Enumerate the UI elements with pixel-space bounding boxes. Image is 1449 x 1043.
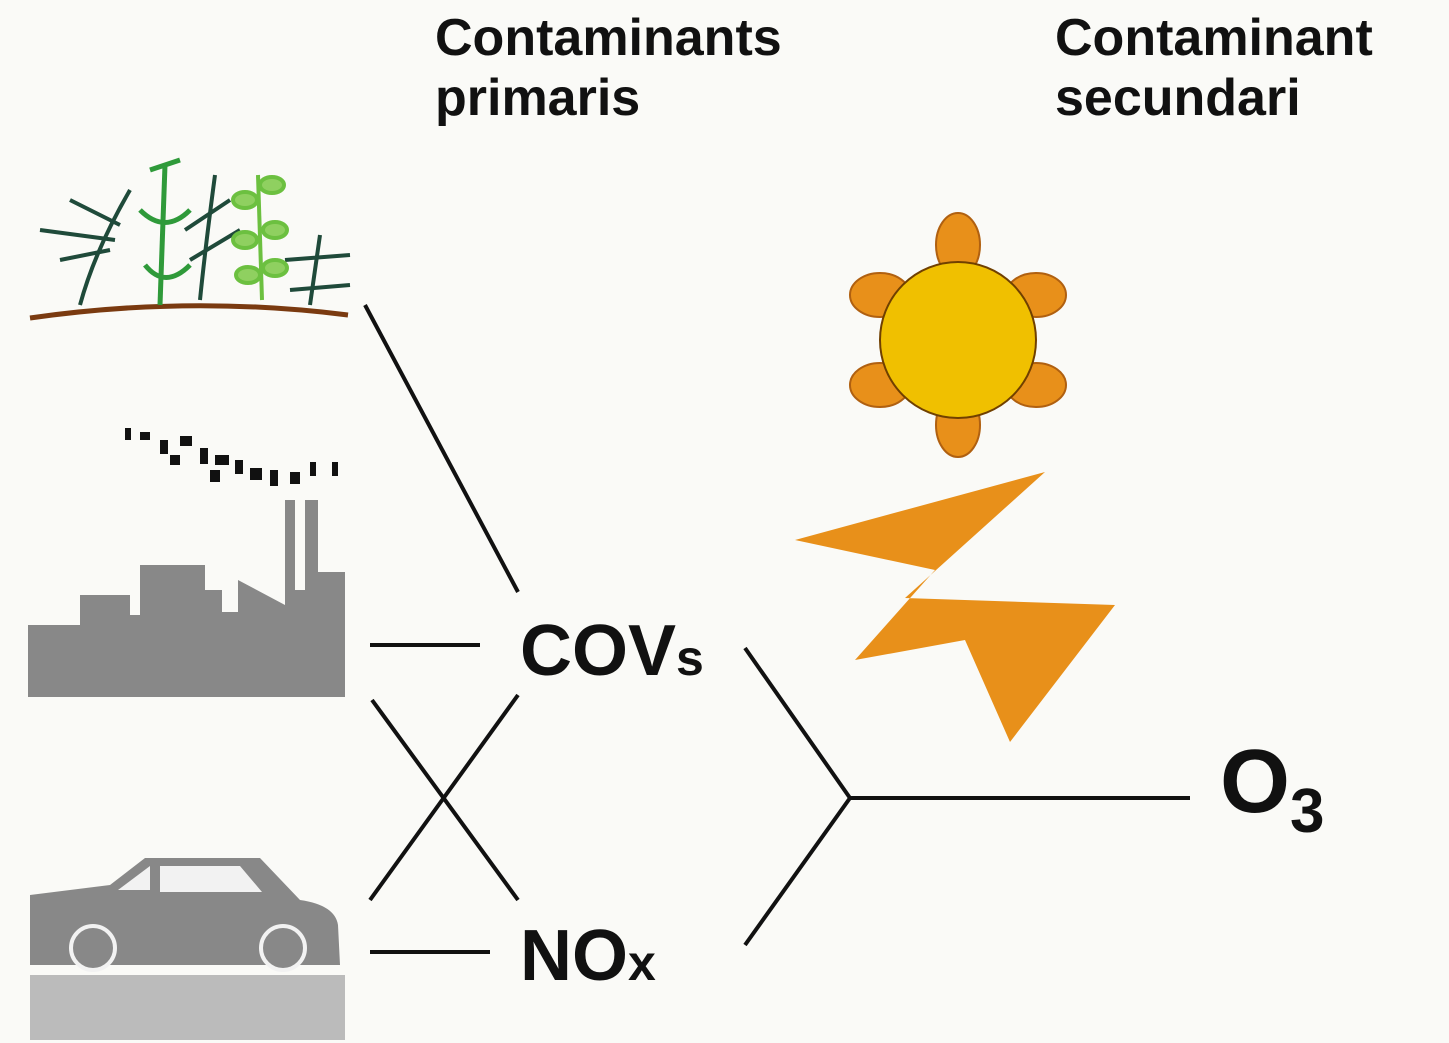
car-icon [30,858,345,1040]
node-covs-suffix: s [676,630,704,686]
header-secondary-line1: Contaminant [1055,9,1373,67]
plants-icon [29,157,351,321]
header-secondary-line2: secundari [1055,69,1301,127]
node-covs-text: COV [520,611,676,691]
connectors [363,304,1190,954]
node-o3-subscript: 3 [1290,777,1324,846]
factory-icon [28,428,345,697]
node-o3: O3 [1220,732,1325,846]
node-nox-text: NO [520,916,628,996]
header-primary-line1: Contaminants [435,9,782,67]
lightning-icon [795,472,1115,742]
node-o3-text: O [1220,732,1290,832]
node-covs: COVs [520,611,704,691]
node-nox: NOx [520,916,656,996]
header-primary-line2: primaris [435,69,640,127]
node-nox-suffix: x [628,935,656,991]
sun-icon [849,212,1067,458]
